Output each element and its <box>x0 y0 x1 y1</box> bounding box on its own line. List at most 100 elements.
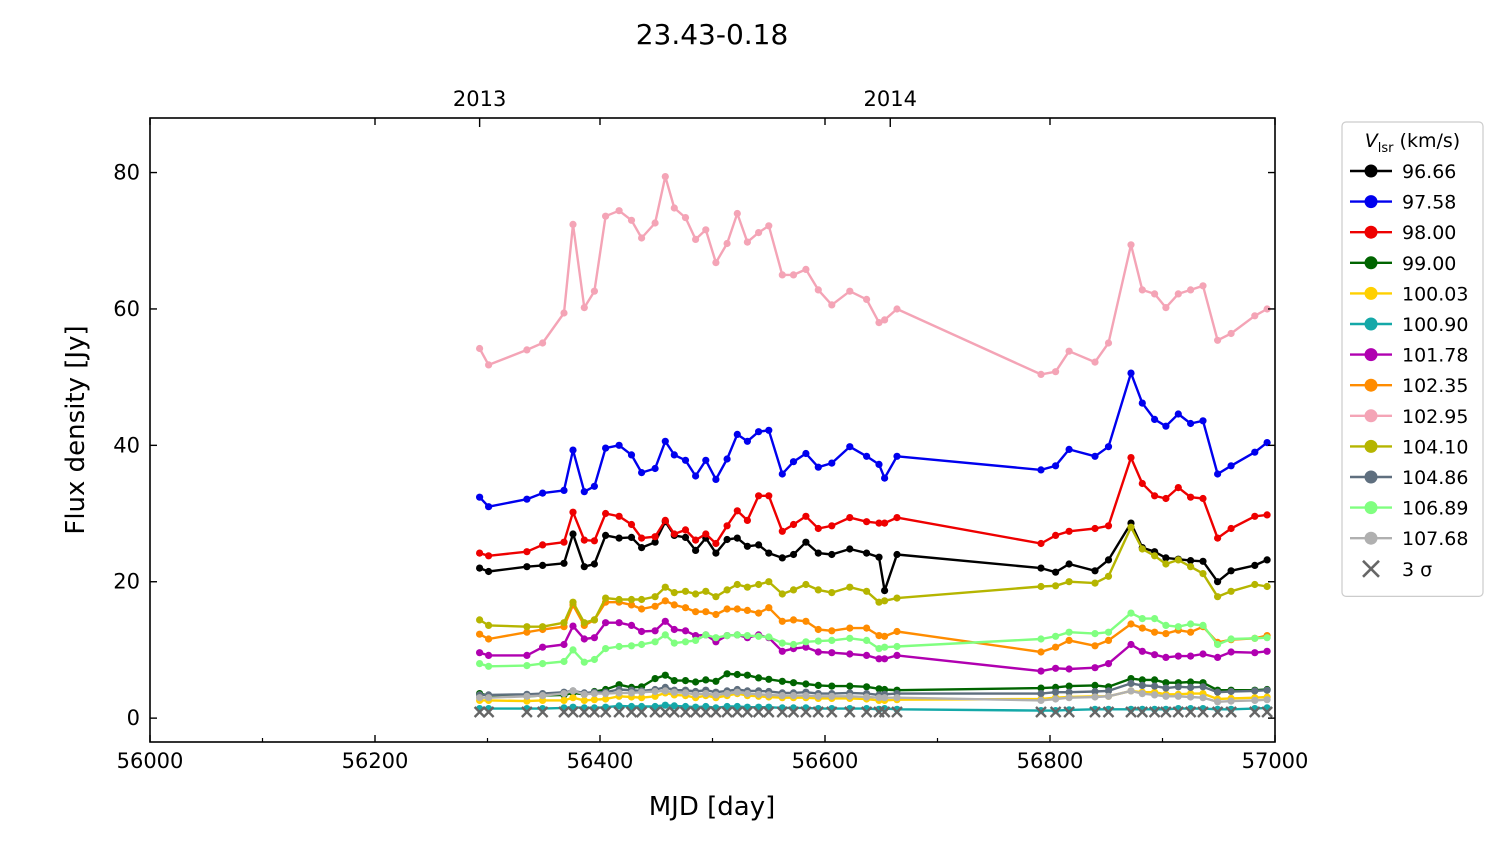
legend-marker <box>1364 470 1378 484</box>
data-point <box>1227 635 1235 643</box>
data-point <box>1174 652 1182 660</box>
x-mark-stroke <box>1160 706 1172 718</box>
three-sigma-marker <box>860 706 873 718</box>
data-point <box>846 634 854 642</box>
data-point <box>692 546 700 555</box>
data-point <box>893 694 901 702</box>
three-sigma-marker <box>1197 706 1209 718</box>
data-point <box>1187 419 1195 428</box>
legend-marker <box>1364 225 1378 239</box>
data-point <box>1151 492 1159 500</box>
data-point <box>828 692 836 700</box>
data-point <box>523 662 531 670</box>
data-point <box>627 601 636 609</box>
three-sigma-marker <box>1125 706 1137 718</box>
data-point <box>723 632 731 640</box>
x-mark-stroke <box>635 706 648 718</box>
data-point <box>485 662 493 670</box>
legend-x-stroke <box>1362 559 1380 578</box>
data-point <box>814 637 822 645</box>
x-mark-stroke <box>1136 706 1149 718</box>
data-point <box>1214 653 1222 662</box>
data-point <box>1199 650 1207 658</box>
data-point <box>1091 452 1099 460</box>
three-sigma-marker <box>1225 706 1237 718</box>
data-point <box>743 690 752 698</box>
data-point <box>569 622 577 630</box>
x-mark-stroke <box>659 706 672 718</box>
data-point <box>755 632 763 640</box>
data-point <box>661 631 669 639</box>
y-tick-label: 80 <box>113 161 140 185</box>
data-point <box>778 590 786 598</box>
data-point <box>733 430 741 438</box>
legend-marker <box>1364 164 1378 178</box>
data-point <box>638 627 646 636</box>
data-point <box>863 549 871 557</box>
legend-label: 100.03 <box>1402 283 1468 305</box>
three-sigma-marker <box>1172 706 1185 718</box>
three-sigma-marker <box>787 706 800 718</box>
data-point <box>590 482 599 490</box>
data-point <box>651 627 659 635</box>
data-point <box>875 598 883 606</box>
three-sigma-marker <box>599 706 612 718</box>
data-point <box>733 209 741 218</box>
three-sigma-marker <box>1102 706 1115 718</box>
data-point <box>863 295 871 303</box>
data-point <box>765 549 773 557</box>
data-point <box>881 474 889 482</box>
x-mark-stroke <box>1225 706 1237 718</box>
data-point <box>828 301 836 309</box>
data-point <box>712 691 720 699</box>
data-point <box>1091 567 1099 575</box>
three-sigma-marker <box>625 706 638 718</box>
data-point <box>875 553 883 561</box>
data-point <box>1091 693 1099 701</box>
data-point <box>602 444 610 452</box>
three-sigma-marker <box>635 706 648 718</box>
data-point <box>828 627 836 635</box>
three-sigma-marker <box>613 706 625 718</box>
data-point <box>1187 678 1195 686</box>
data-point <box>560 640 568 649</box>
legend-marker <box>1364 195 1378 209</box>
x-mark-stroke <box>1035 706 1047 718</box>
data-point <box>615 642 623 651</box>
data-point <box>712 634 720 642</box>
data-point <box>569 646 577 654</box>
data-point <box>485 503 493 511</box>
three-sigma-marker <box>741 706 754 718</box>
data-point <box>1127 687 1135 695</box>
data-point <box>560 690 568 698</box>
data-point <box>1162 692 1170 700</box>
data-point <box>1187 563 1195 571</box>
data-point <box>875 632 883 640</box>
data-point <box>1227 697 1235 705</box>
data-point <box>539 692 547 700</box>
data-point <box>778 617 786 625</box>
data-point <box>670 601 678 609</box>
data-point <box>802 643 810 651</box>
data-point <box>765 675 773 683</box>
legend-item: 100.90 <box>1350 314 1468 336</box>
data-point <box>712 549 720 557</box>
data-point <box>590 537 599 545</box>
data-point <box>1263 511 1271 519</box>
data-point <box>1199 282 1207 290</box>
data-point <box>569 694 577 702</box>
data-point <box>1127 454 1135 462</box>
data-point <box>863 683 871 691</box>
data-point <box>615 441 623 449</box>
data-point <box>733 688 741 696</box>
data-point <box>638 234 646 242</box>
data-point <box>670 702 678 710</box>
data-point <box>1151 415 1159 423</box>
data-point <box>814 286 822 294</box>
data-point <box>1187 286 1195 294</box>
data-point <box>1151 615 1159 623</box>
data-point <box>569 687 577 695</box>
data-point <box>814 692 822 700</box>
x-mark-stroke <box>588 706 601 718</box>
data-point <box>881 655 889 663</box>
